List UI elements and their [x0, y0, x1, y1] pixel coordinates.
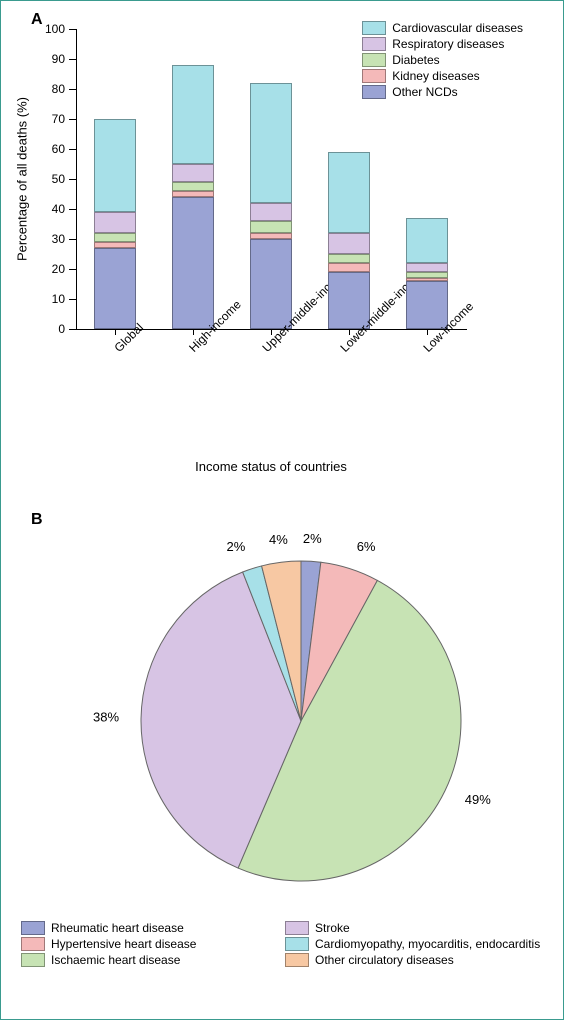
legend-swatch	[285, 937, 309, 951]
bar-segment	[250, 83, 292, 203]
bar-column: Lower-middle-income	[328, 152, 370, 329]
bar-segment	[94, 212, 136, 233]
panel-a-bars-container: Global High-income Upper-middle-income Lowe…	[76, 29, 466, 329]
legend-swatch	[285, 921, 309, 935]
bar-segment	[94, 233, 136, 242]
ytick-label: 60	[52, 142, 65, 156]
legend-swatch	[21, 921, 45, 935]
panel-a-chart: 0102030405060708090100 GlobalHigh-income…	[76, 29, 466, 329]
pie-slice-label: 4%	[269, 532, 288, 547]
panel-b-chart: 2% 6% 49% 38% 2% 4%	[31, 531, 531, 891]
bar-column: Low-income	[406, 218, 448, 329]
bar-segment	[172, 182, 214, 191]
bar-segment	[328, 254, 370, 263]
bar-column: High-income	[172, 65, 214, 329]
legend-label: Hypertensive heart disease	[51, 937, 196, 951]
bar-segment	[328, 152, 370, 233]
pie-slice-label: 2%	[303, 531, 322, 546]
bar-segment	[250, 221, 292, 233]
bar-segment	[172, 197, 214, 329]
bar-segment	[172, 65, 214, 164]
bar-segment	[172, 164, 214, 182]
ytick-label: 90	[52, 52, 65, 66]
ytick-label: 100	[45, 22, 65, 36]
ytick-label: 50	[52, 172, 65, 186]
bar-segment	[406, 263, 448, 272]
pie-slice-label: 49%	[465, 792, 491, 807]
legend-row: Hypertensive heart disease	[21, 937, 277, 951]
bar-column: Global	[94, 119, 136, 329]
bar-segment	[328, 263, 370, 272]
legend-label: Cardiomyopathy, myocarditis, endocarditi…	[315, 937, 540, 951]
bar-segment	[406, 281, 448, 329]
xtick	[427, 329, 428, 335]
legend-label: Ischaemic heart disease	[51, 953, 180, 967]
ytick-label: 70	[52, 112, 65, 126]
legend-swatch	[21, 953, 45, 967]
panel-b-pie-svg: 2% 6% 49% 38% 2% 4%	[31, 531, 531, 891]
figure-container: A Cardiovascular diseasesRespiratory dis…	[0, 0, 564, 1020]
legend-row: Rheumatic heart disease	[21, 921, 277, 935]
bar-segment	[250, 203, 292, 221]
legend-swatch	[21, 937, 45, 951]
ytick-label: 10	[52, 292, 65, 306]
pie-slice-label: 38%	[93, 710, 119, 725]
legend-label: Rheumatic heart disease	[51, 921, 184, 935]
bar-segment	[328, 233, 370, 254]
legend-row: Ischaemic heart disease	[21, 953, 277, 967]
xtick	[115, 329, 116, 335]
ytick-label: 80	[52, 82, 65, 96]
legend-row: Cardiomyopathy, myocarditis, endocarditi…	[285, 937, 541, 951]
panel-b-label: B	[31, 511, 43, 529]
legend-row: Other circulatory diseases	[285, 953, 541, 967]
bar-segment	[94, 248, 136, 329]
panel-a-xlabel: Income status of countries	[195, 459, 347, 474]
panel-b-legend: Rheumatic heart disease Stroke Hypertensiv…	[21, 921, 541, 967]
ytick-label: 20	[52, 262, 65, 276]
legend-label: Stroke	[315, 921, 350, 935]
pie-slice-label: 6%	[357, 539, 376, 554]
panel-a-ylabel: Percentage of all deaths (%)	[15, 97, 30, 261]
pie-slice-label: 2%	[227, 539, 246, 554]
panel-a-label: A	[31, 11, 43, 29]
panel-b-legend-grid: Rheumatic heart disease Stroke Hypertensiv…	[21, 921, 541, 967]
xtick	[193, 329, 194, 335]
bar-segment	[250, 239, 292, 329]
ytick	[69, 329, 77, 330]
ytick-label: 0	[58, 322, 65, 336]
ytick-label: 30	[52, 232, 65, 246]
bar-segment	[406, 218, 448, 263]
bar-segment	[94, 119, 136, 212]
legend-row: Stroke	[285, 921, 541, 935]
legend-swatch	[285, 953, 309, 967]
ytick-label: 40	[52, 202, 65, 216]
bar-column: Upper-middle-income	[250, 83, 292, 329]
legend-label: Other circulatory diseases	[315, 953, 454, 967]
